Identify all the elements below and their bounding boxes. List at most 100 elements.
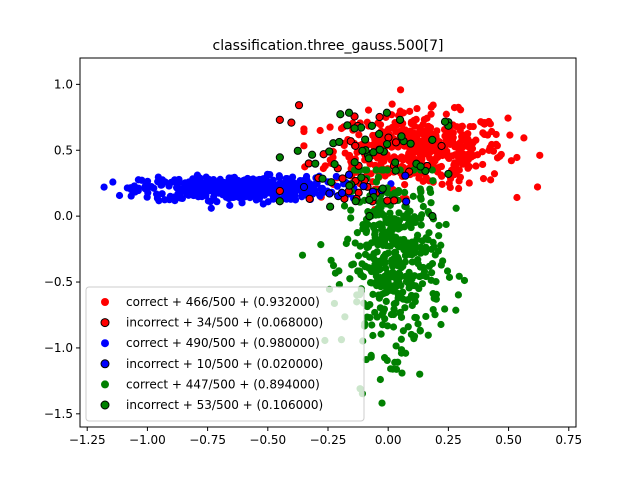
point-correct-class-0: [413, 141, 421, 150]
point-correct-class-0: [454, 153, 462, 161]
point-correct-class-1: [310, 181, 319, 190]
point-correct-class-1: [257, 186, 265, 194]
point-correct-class-2: [368, 239, 376, 247]
point-incorrect-class-1: [359, 182, 368, 191]
point-incorrect-class-2: [357, 173, 366, 182]
point-correct-class-0: [479, 175, 488, 183]
point-correct-class-2: [408, 301, 416, 310]
point-incorrect-class-2: [416, 162, 425, 171]
point-correct-class-1: [209, 183, 217, 192]
point-correct-class-2: [415, 272, 424, 281]
point-correct-class-0: [455, 184, 463, 193]
point-correct-class-0: [479, 160, 487, 169]
y-tick-label: −1.0: [44, 341, 73, 355]
point-correct-class-2: [382, 297, 390, 305]
point-correct-class-2: [366, 279, 375, 287]
point-correct-class-2: [373, 282, 381, 290]
point-correct-class-2: [390, 287, 398, 295]
x-tick-label: 0.50: [495, 433, 522, 447]
point-correct-class-2: [424, 331, 432, 339]
point-incorrect-class-2: [326, 202, 335, 211]
point-correct-class-2: [344, 235, 352, 243]
point-correct-class-2: [409, 192, 417, 200]
point-correct-class-0: [431, 157, 439, 165]
point-correct-class-1: [185, 186, 193, 194]
y-tick-label: −1.5: [44, 407, 73, 421]
point-correct-class-2: [396, 308, 405, 316]
point-incorrect-class-2: [365, 195, 374, 205]
point-correct-class-2: [429, 305, 437, 314]
point-correct-class-2: [347, 214, 355, 222]
point-correct-class-0: [520, 134, 528, 142]
point-correct-class-1: [275, 174, 284, 182]
point-incorrect-class-2: [336, 110, 345, 119]
point-correct-class-2: [427, 276, 435, 284]
point-correct-class-0: [465, 151, 473, 159]
point-incorrect-class-0: [351, 141, 360, 150]
point-correct-class-1: [305, 188, 313, 197]
point-correct-class-2: [367, 351, 375, 359]
point-correct-class-1: [332, 172, 340, 181]
point-correct-class-2: [335, 267, 343, 275]
point-correct-class-2: [411, 214, 419, 222]
point-correct-class-2: [388, 226, 397, 234]
point-correct-class-1: [172, 183, 181, 192]
point-correct-class-0: [461, 158, 470, 167]
point-incorrect-class-2: [318, 174, 327, 183]
point-correct-class-1: [259, 200, 267, 208]
point-correct-class-0: [445, 179, 453, 187]
point-correct-class-0: [437, 162, 446, 171]
point-correct-class-0: [413, 104, 421, 113]
point-correct-class-2: [417, 249, 425, 257]
legend-label: correct + 466/500 + (0.932000): [126, 295, 320, 309]
point-correct-class-2: [401, 258, 409, 266]
point-incorrect-class-2: [293, 146, 302, 155]
point-incorrect-class-2: [375, 129, 384, 139]
point-incorrect-class-0: [305, 194, 314, 203]
point-correct-class-2: [392, 233, 400, 241]
point-incorrect-class-2: [308, 150, 317, 159]
point-correct-class-0: [427, 110, 435, 118]
point-correct-class-2: [373, 248, 381, 256]
point-incorrect-class-0: [375, 112, 384, 122]
point-correct-class-2: [452, 204, 460, 212]
x-tick-label: 0.00: [375, 433, 402, 447]
point-correct-class-0: [377, 160, 385, 168]
point-correct-class-2: [327, 256, 335, 264]
point-correct-class-2: [379, 321, 387, 329]
point-correct-class-2: [441, 305, 449, 313]
x-axis-ticks: −1.25 −1.00 −0.75 −0.50 −0.25 0.00 0.25 0.50 0.7…: [69, 427, 582, 447]
point-correct-class-2: [397, 346, 406, 354]
y-tick-label: −0.5: [44, 275, 73, 289]
point-correct-class-0: [474, 151, 482, 159]
point-correct-class-2: [404, 220, 413, 228]
point-correct-class-0: [533, 183, 542, 191]
point-correct-class-2: [417, 221, 425, 229]
point-correct-class-1: [266, 170, 274, 179]
point-incorrect-class-2: [361, 135, 370, 144]
point-correct-class-1: [243, 174, 252, 183]
point-correct-class-0: [355, 131, 363, 139]
point-correct-class-0: [455, 166, 463, 174]
point-correct-class-2: [354, 252, 363, 260]
point-correct-class-2: [380, 254, 388, 262]
point-incorrect-class-2: [343, 121, 352, 130]
point-correct-class-0: [401, 126, 409, 134]
point-incorrect-class-2: [391, 158, 400, 167]
point-correct-class-2: [391, 358, 399, 366]
point-correct-class-1: [264, 181, 272, 189]
point-correct-class-2: [417, 214, 425, 223]
point-correct-class-0: [319, 164, 327, 173]
point-correct-class-0: [457, 123, 465, 131]
point-correct-class-2: [363, 313, 371, 321]
point-correct-class-0: [441, 133, 450, 141]
point-correct-class-2: [412, 292, 420, 300]
point-incorrect-class-2: [382, 140, 392, 149]
point-incorrect-class-2: [351, 197, 360, 206]
point-correct-class-2: [379, 241, 387, 249]
point-correct-class-0: [401, 181, 409, 189]
point-correct-class-2: [437, 241, 445, 249]
point-incorrect-class-2: [382, 108, 391, 117]
point-incorrect-class-2: [364, 154, 373, 163]
point-incorrect-class-0: [275, 115, 284, 124]
